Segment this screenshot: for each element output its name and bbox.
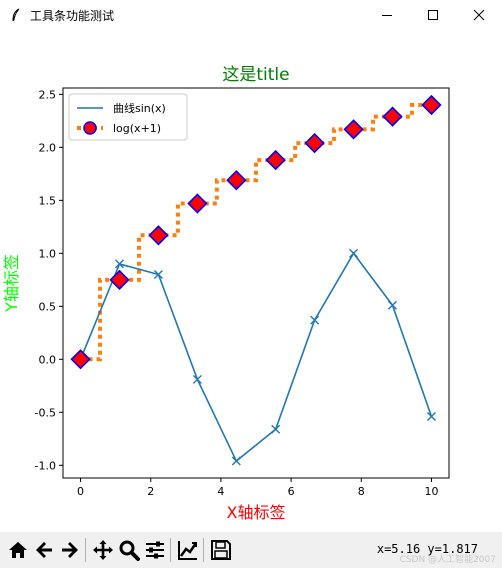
maximize-button[interactable]: [410, 0, 456, 30]
x-tick-label: 8: [358, 485, 365, 498]
series-sin-point: [271, 424, 281, 434]
configure-subplots-button[interactable]: [143, 538, 167, 562]
line-chart: 0 2 4 6 8 10 -1.0 -0.5 0.0 0.5 1.0 1.5 2.0 2.5 这是title…: [2, 65, 450, 522]
y-axis-label: Y轴标签: [2, 254, 21, 313]
series-sin-point: [231, 456, 241, 466]
x-tick-label: 6: [288, 485, 295, 498]
toolbar-separator: [203, 538, 204, 562]
minimize-button[interactable]: [364, 0, 410, 30]
series-sin-line: [79, 251, 433, 463]
series-sin-point-stroke: [310, 315, 320, 325]
x-axis-label: X轴标签: [227, 503, 286, 522]
series-log-point: [265, 149, 286, 171]
save-button[interactable]: [209, 538, 233, 562]
cursor-coordinates: x=5.16 y=1.817: [376, 542, 478, 556]
forward-button[interactable]: [58, 538, 82, 562]
series-log-point: [109, 269, 130, 290]
close-icon: [473, 9, 485, 21]
series-sin-point-stroke: [271, 424, 281, 434]
back-button[interactable]: [32, 538, 56, 562]
series-sin-point: [310, 315, 320, 325]
x-tick-label: 4: [217, 485, 224, 498]
edit-axis-icon: [178, 541, 198, 560]
series-log-point: [148, 225, 169, 246]
figure-canvas[interactable]: 0 2 4 6 8 10 -1.0 -0.5 0.0 0.5 1.0 1.5 2.0 2.5 这是title…: [0, 30, 502, 532]
series-log-point: [421, 94, 442, 116]
window-controls: [364, 0, 502, 30]
series-sin-point: [115, 259, 124, 269]
series-sin-point-stroke: [426, 412, 436, 422]
legend-box: [68, 93, 188, 141]
minimize-icon: [382, 15, 392, 16]
y-tick-label: -1.0: [35, 459, 56, 472]
series-sin-point-stroke: [388, 300, 397, 310]
save-icon: [211, 540, 231, 560]
toolbar-separator: [85, 538, 86, 562]
back-icon: [36, 542, 52, 558]
y-tick-label: -0.5: [35, 406, 56, 419]
close-button[interactable]: [456, 0, 502, 30]
navigation-toolbar: x=5.16 y=1.817 CSDN @人工智能2007: [0, 532, 502, 568]
series-sin-point-stroke: [231, 456, 241, 466]
series-sin-point: [388, 300, 397, 310]
zoom-icon: [119, 540, 140, 561]
series-sin-point-stroke: [153, 270, 163, 280]
configure-subplots-icon: [146, 541, 164, 559]
forward-icon: [62, 542, 78, 558]
zoom-button[interactable]: [117, 538, 141, 562]
legend-sin-label: 曲线sin(x): [113, 101, 166, 115]
maximize-icon: [428, 10, 438, 20]
edit-axis-button[interactable]: [176, 538, 200, 562]
watermark: CSDN @人工智能2007: [399, 555, 496, 565]
pan-icon: [93, 540, 113, 560]
series-log-point: [187, 193, 208, 214]
series-sin-point: [426, 412, 436, 422]
series-sin-point: [349, 248, 359, 258]
y-tick-label: 0.5: [39, 300, 57, 313]
y-tick-label: 1.0: [39, 247, 57, 260]
series-log-line: [80, 102, 432, 362]
home-button[interactable]: [6, 538, 30, 562]
toolbar-separator: [170, 538, 171, 562]
y-tick-label: 2.5: [39, 88, 57, 101]
window-title: 工具条功能测试: [30, 8, 115, 23]
y-tick-label: 0.0: [39, 353, 57, 366]
home-icon: [9, 542, 27, 558]
pan-button[interactable]: [91, 538, 115, 562]
x-tick-label: 10: [424, 485, 438, 498]
series-log-point: [226, 170, 247, 191]
chart-title: 这是title: [222, 65, 289, 85]
axes-frame: [62, 87, 450, 479]
y-tick-label: 2.0: [39, 141, 57, 154]
series-log-point: [382, 106, 403, 127]
series-sin-point-stroke: [192, 374, 202, 384]
series-sin-point: [192, 374, 202, 384]
legend-log-marker: [83, 121, 97, 135]
y-tick-label: 1.5: [39, 194, 57, 207]
series-log-point: [343, 119, 364, 140]
window-titlebar: 工具条功能测试: [0, 0, 502, 30]
series-sin-point: [153, 270, 163, 280]
series-sin-point-stroke: [115, 259, 124, 269]
x-tick-label: 0: [77, 485, 84, 498]
x-tick-label: 2: [147, 485, 154, 498]
feather-icon: [12, 8, 20, 22]
series-log-point: [70, 349, 91, 370]
series-log-point: [304, 132, 325, 154]
series-sin-point-stroke: [349, 248, 359, 258]
legend-log-label: log(x+1): [113, 122, 161, 135]
